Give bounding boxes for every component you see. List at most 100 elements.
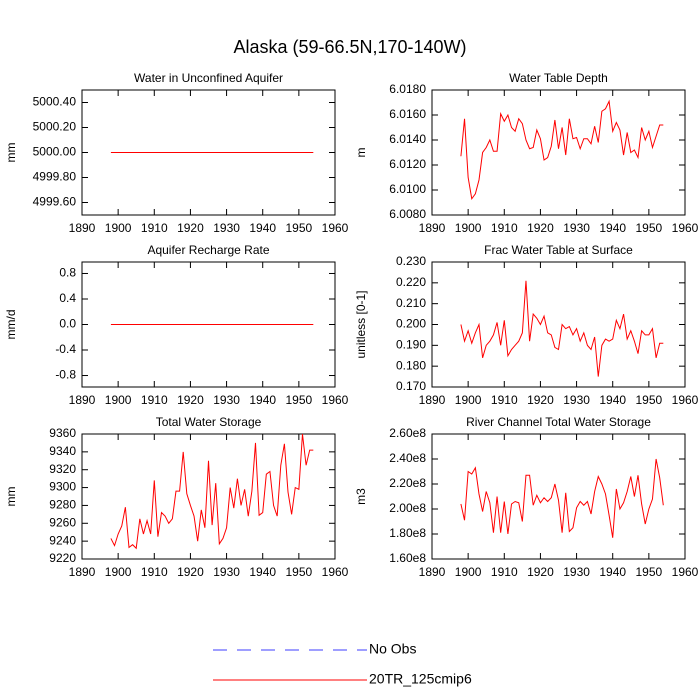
x-tick-label: 1900 [455, 565, 482, 579]
x-tick-label: 1950 [636, 565, 663, 579]
x-tick-label: 1940 [599, 565, 626, 579]
x-tick-label: 1910 [491, 565, 518, 579]
y-tick-label: 6.0160 [389, 107, 426, 121]
y-tick-label: 0.220 [396, 275, 426, 289]
x-tick-label: 1900 [105, 565, 132, 579]
y-tick-label: 0.210 [396, 296, 426, 310]
x-tick-label: 1940 [249, 221, 276, 235]
x-tick-label: 1930 [213, 221, 240, 235]
plot-frame [431, 433, 686, 560]
y-tick-label: 0.0 [59, 317, 76, 331]
y-tick-label: 9220 [49, 551, 76, 565]
y-tick-label: 1.80e8 [389, 526, 426, 540]
y-tick-label: 4999.80 [33, 170, 77, 184]
x-tick-label: 1950 [286, 393, 313, 407]
y-tick-label: 6.0120 [389, 157, 426, 171]
legend-label: 20TR_125cmip6 [369, 671, 472, 687]
x-tick-label: 1960 [322, 565, 349, 579]
x-tick-label: 1920 [527, 393, 554, 407]
y-tick-label: -0.8 [55, 368, 76, 382]
y-tick-label: 5000.00 [33, 145, 77, 159]
x-tick-label: 1960 [672, 565, 699, 579]
x-tick-label: 1930 [563, 393, 590, 407]
x-tick-label: 1960 [322, 221, 349, 235]
x-tick-label: 1930 [213, 565, 240, 579]
y-tick-label: 0.170 [396, 379, 426, 393]
x-tick-label: 1930 [213, 393, 240, 407]
plot-frame [431, 89, 686, 216]
y-tick-label: 0.4 [59, 291, 76, 305]
panel-title: Total Water Storage [156, 415, 262, 429]
x-tick-label: 1900 [455, 393, 482, 407]
x-tick-label: 1950 [286, 221, 313, 235]
panel-title: Water Table Depth [509, 71, 608, 85]
y-axis-label: mm/d [4, 310, 18, 340]
panel-title: Frac Water Table at Surface [484, 243, 633, 257]
x-tick-label: 1920 [527, 565, 554, 579]
y-tick-label: 2.20e8 [389, 476, 426, 490]
y-tick-label: 6.0080 [389, 207, 426, 221]
y-tick-label: 2.00e8 [389, 501, 426, 515]
x-tick-label: 1910 [491, 221, 518, 235]
data-line [460, 280, 664, 377]
y-tick-label: 9320 [49, 462, 76, 476]
x-tick-label: 1920 [177, 565, 204, 579]
x-tick-label: 1950 [286, 565, 313, 579]
x-tick-label: 1890 [419, 565, 446, 579]
x-tick-label: 1890 [419, 393, 446, 407]
y-tick-label: 0.8 [59, 266, 76, 280]
legend-label: No Obs [369, 641, 416, 657]
y-tick-label: 9300 [49, 480, 76, 494]
y-tick-label: 2.60e8 [389, 426, 426, 440]
figure-title: Alaska (59-66.5N,170-140W) [233, 37, 466, 57]
x-tick-label: 1910 [141, 565, 168, 579]
y-tick-label: 9240 [49, 533, 76, 547]
x-tick-label: 1890 [69, 221, 96, 235]
x-tick-label: 1900 [105, 221, 132, 235]
x-tick-label: 1890 [69, 565, 96, 579]
x-tick-label: 1940 [249, 565, 276, 579]
x-tick-label: 1890 [69, 393, 96, 407]
y-axis-label: mm [4, 143, 18, 163]
y-tick-label: 9280 [49, 498, 76, 512]
x-tick-label: 1910 [141, 393, 168, 407]
y-tick-label: 9340 [49, 444, 76, 458]
y-tick-label: 4999.60 [33, 195, 77, 209]
y-tick-label: 0.230 [396, 254, 426, 268]
plot-frame [81, 433, 336, 560]
panel-title: Aquifer Recharge Rate [147, 243, 269, 257]
y-tick-label: -0.4 [55, 342, 76, 356]
panel-title: River Channel Total Water Storage [466, 415, 651, 429]
y-axis-label: m [354, 148, 368, 158]
x-tick-label: 1960 [672, 393, 699, 407]
y-tick-label: 0.200 [396, 317, 426, 331]
x-tick-label: 1910 [491, 393, 518, 407]
y-axis-label: m3 [354, 488, 368, 505]
y-tick-label: 9360 [49, 426, 76, 440]
y-tick-label: 1.60e8 [389, 551, 426, 565]
y-tick-label: 5000.20 [33, 120, 77, 134]
y-tick-label: 9260 [49, 515, 76, 529]
y-tick-label: 5000.40 [33, 95, 77, 109]
y-axis-label: mm [4, 487, 18, 507]
y-tick-label: 0.190 [396, 338, 426, 352]
x-tick-label: 1940 [599, 221, 626, 235]
x-tick-label: 1960 [672, 221, 699, 235]
data-line [110, 433, 314, 550]
x-tick-label: 1920 [177, 221, 204, 235]
panel-title: Water in Unconfined Aquifer [134, 71, 283, 85]
x-tick-label: 1920 [527, 221, 554, 235]
data-line [460, 99, 664, 201]
x-tick-label: 1890 [419, 221, 446, 235]
y-tick-label: 6.0100 [389, 182, 426, 196]
x-tick-label: 1920 [177, 393, 204, 407]
y-tick-label: 0.180 [396, 358, 426, 372]
x-tick-label: 1940 [599, 393, 626, 407]
y-tick-label: 2.40e8 [389, 451, 426, 465]
y-tick-label: 6.0180 [389, 82, 426, 96]
x-tick-label: 1910 [141, 221, 168, 235]
plot-frame [431, 261, 686, 388]
y-axis-label: unitless [0-1] [354, 290, 368, 358]
x-tick-label: 1900 [455, 221, 482, 235]
